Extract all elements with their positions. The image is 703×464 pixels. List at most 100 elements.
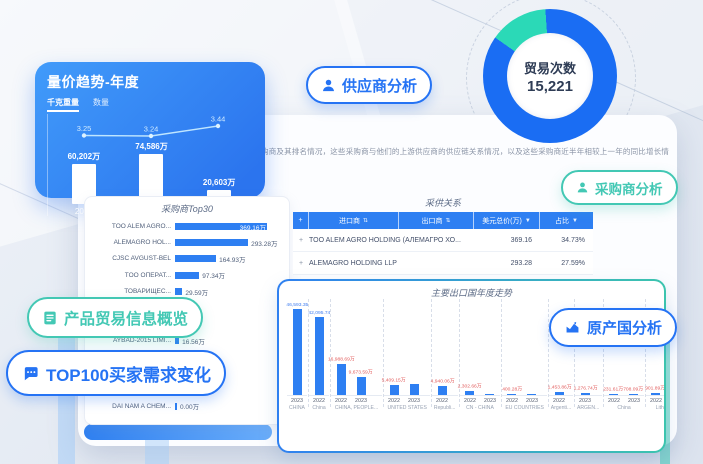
sort-icon[interactable]: ⇅ [362,218,369,224]
year-label: 2023 [579,398,592,404]
tab-quantity[interactable]: 数量 [93,98,109,107]
filter-icon[interactable]: ▼ [572,217,578,224]
export-bar-cell: 9,673.59万 [348,367,374,395]
share-column-header[interactable]: 占比 ▼ [540,212,593,229]
relation-rows: + TOO ALEM AGRO HOLDING (АЛЕМАГРО ХО... 36… [293,229,593,275]
export-bar-cell: 42,095.74 [308,310,330,395]
bar [314,317,324,395]
export-bar-cell: 2,302.66万 [458,381,482,395]
group-bars: 4,940.06万 [430,303,458,396]
bar [554,392,564,395]
group-separator [308,299,309,407]
bar [139,154,164,204]
expand-row-button[interactable]: + [298,259,304,267]
bar [629,393,639,395]
purchaser-name: ТОВАРИЩЕС... [124,288,171,296]
export-bar-cell: 5,409.15万 [381,375,407,395]
export-country-group: 5,409.15万 2022 2023 UNITED STATES [381,299,431,411]
sort-icon[interactable]: ⇅ [445,218,451,224]
year-label: 2023 [354,398,368,404]
year-label: 2022 [334,398,348,404]
export-bar-cell: 901.89万 [646,383,664,395]
group-separator [548,299,550,407]
relation-table-row[interactable]: + ALEMAGRO HOLDING LLP 293.28 27.59% [293,252,593,275]
top100-buyer-demand-button[interactable]: TOP100买家需求变化 [6,350,227,396]
export-bar-cell: 16,988.69万 [328,354,354,395]
year-label: 2023 [627,398,640,404]
top30-row: TOO ОПЕРАТ... 97.34万 [93,267,281,283]
group-bars: 901.89万0.07万 [645,303,664,396]
supplier-analysis-label: 供应商分析 [342,77,418,95]
year-label: 2022 [607,398,620,404]
svg-text:3.25: 3.25 [77,124,92,133]
export-bar-cell: 1,276.74万 [573,383,598,395]
purchaser-name: TOO ОПЕРАТ... [124,271,171,279]
bar [527,393,537,395]
year-label: 2023 [407,398,421,404]
bar-value-label: 164.93万 [219,256,246,264]
group-years: 2022 2023 [502,396,547,404]
expand-row-button[interactable]: + [298,236,304,244]
year-label: 2023 [525,398,538,404]
importer-column-header[interactable]: 进口商 ⇅ [309,212,399,229]
country-label: China [312,405,326,411]
bar [175,255,217,263]
export-country-group: 16,988.69万 9,673.59万 2022 2023 CHINA, PEOPLE… [328,299,383,411]
donut-center: 贸易次数 15,221 [507,33,593,119]
group-separator [383,299,385,407]
year-label: 2023 [483,398,496,404]
export-country-group: 2,302.66万 2022 2023 CN - CHINA [458,299,501,411]
usd-total-column-header[interactable]: 美元总价(万) ▼ [474,212,540,229]
group-years: 2023 [575,396,601,404]
tab-weight[interactable]: 千克重量 [47,97,79,112]
export-trend-panel: 主要出口国年度走势 46,593.35 2023 CHINA 42,095.74 202… [277,279,666,453]
country-label: Lithuania [655,405,664,411]
bar [389,385,399,395]
export-country-group: 4,940.06万 2022 Republi... [430,299,458,411]
usd-total-cell: 369.16 [510,236,532,244]
relation-table-row[interactable]: + TOO ALEM AGRO HOLDING (АЛЕМАГРО ХО... 36… [293,229,593,252]
bar-value-label: 9,673.59万 [348,370,374,376]
export-country-group: 1,276.74万 2023 ARGEN... [573,299,602,411]
bar [175,288,183,296]
group-separator [458,299,460,407]
export-country-group: 400.28万 2022 2023 EU COUNTRIES [500,299,548,411]
filter-icon[interactable]: ▼ [524,217,531,224]
importer-header-label: 进口商 [338,217,360,225]
top30-row: AYBAD-2015 LIMI... 16.56万 [93,333,281,349]
product-trade-overview-button[interactable]: 产品贸易信息概览 [27,297,204,338]
export-country-group: 901.89万0.07万20222023Lithuania [644,299,664,411]
export-country-group: 46,593.35 2023 CHINA [286,303,308,411]
bar [336,363,346,395]
group-separator [602,299,604,407]
bar [409,383,419,395]
expand-all-header[interactable]: + [293,212,309,229]
group-years: 2022 2023 [384,396,430,404]
top30-title: 采购商Top30 [161,204,213,214]
purchaser-name: AYBAD-2015 LIMI... [112,337,171,345]
svg-text:3.44: 3.44 [211,115,226,124]
share-header-label: 占比 [555,217,570,225]
country-label: UNITED STATES [387,405,427,411]
country-label: CHINA, PEOPLE... [334,405,379,411]
export-bar-cell [404,383,424,395]
bar-value-label: 0.00万 [180,404,200,412]
bar-value-label: 5,409.15万 [381,378,407,384]
group-bars: 1,453.86万 [547,303,574,396]
usd-total-cell: 293.28 [510,259,532,267]
exporter-header-label: 出口商 [421,217,443,225]
country-label: CN - CHINA [465,405,494,411]
buyer-analysis-button[interactable]: 采购商分析 [561,170,678,205]
share-cell: 34.73% [561,236,585,244]
exporter-column-header[interactable]: 出口商 ⇅ [399,212,474,229]
bar-value-label: 293.28万 [251,240,278,248]
bar [485,393,495,395]
origin-country-analysis-button[interactable]: 原产国分析 [549,308,678,347]
purchaser-name: TOO ALEM AGRO... [111,222,171,230]
supplier-analysis-button[interactable]: 供应商分析 [306,66,433,104]
group-years: 2022 [432,396,457,404]
donut-center-label: 贸易次数 [523,60,576,76]
bar-value-label: 1,276.74万 [573,385,598,391]
bar-value-label: 42,095.74 [308,310,330,316]
analysis-description-text: 购商及其排名情况，这些采购商与他们的上游供应商的供应链关系情况，以及这些采购商近… [261,147,670,156]
